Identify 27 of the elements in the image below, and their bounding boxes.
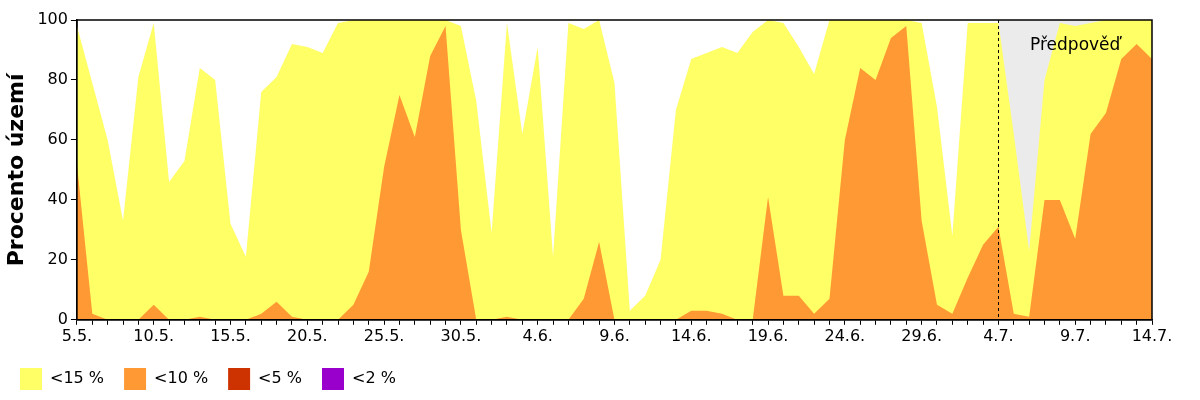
y-tick-label: 40 (47, 189, 68, 209)
legend-label: <2 % (351, 368, 396, 388)
x-tick-label: 30.5. (440, 325, 482, 345)
x-tick-label: 20.5. (286, 325, 328, 345)
x-tick-label: 15.5. (210, 325, 251, 345)
y-tick-label: 80 (47, 69, 68, 89)
x-tick-label: 14.7. (1131, 325, 1173, 345)
y-tick-label: 0 (57, 308, 68, 328)
x-tick-label: 19.6. (747, 325, 789, 345)
x-tick-label: 29.6. (901, 325, 942, 345)
y-tick-label: 100 (37, 9, 68, 29)
x-tick-label: 4.7. (983, 325, 1014, 345)
y-tick-label: 20 (47, 249, 68, 268)
y-tick-label: 60 (47, 129, 68, 149)
x-tick-label: 9.6. (599, 325, 630, 345)
x-tick-label: 9.7. (1059, 325, 1091, 345)
legend-label: <10 % (154, 368, 209, 388)
x-tick-label: 5.5. (61, 325, 93, 345)
x-tick-label: 24.6. (824, 325, 866, 345)
x-tick-label: 10.5. (133, 325, 175, 345)
band-label: Předpověď (1030, 34, 1123, 55)
x-tick-label: 4.6. (522, 325, 553, 345)
x-tick-label: 25.5. (363, 325, 405, 345)
legend-label: <5 % (258, 368, 302, 388)
legend-label: <15 % (50, 368, 105, 388)
y-axis-title: Procento území (2, 72, 28, 267)
x-tick-label: 14.6. (670, 325, 712, 345)
